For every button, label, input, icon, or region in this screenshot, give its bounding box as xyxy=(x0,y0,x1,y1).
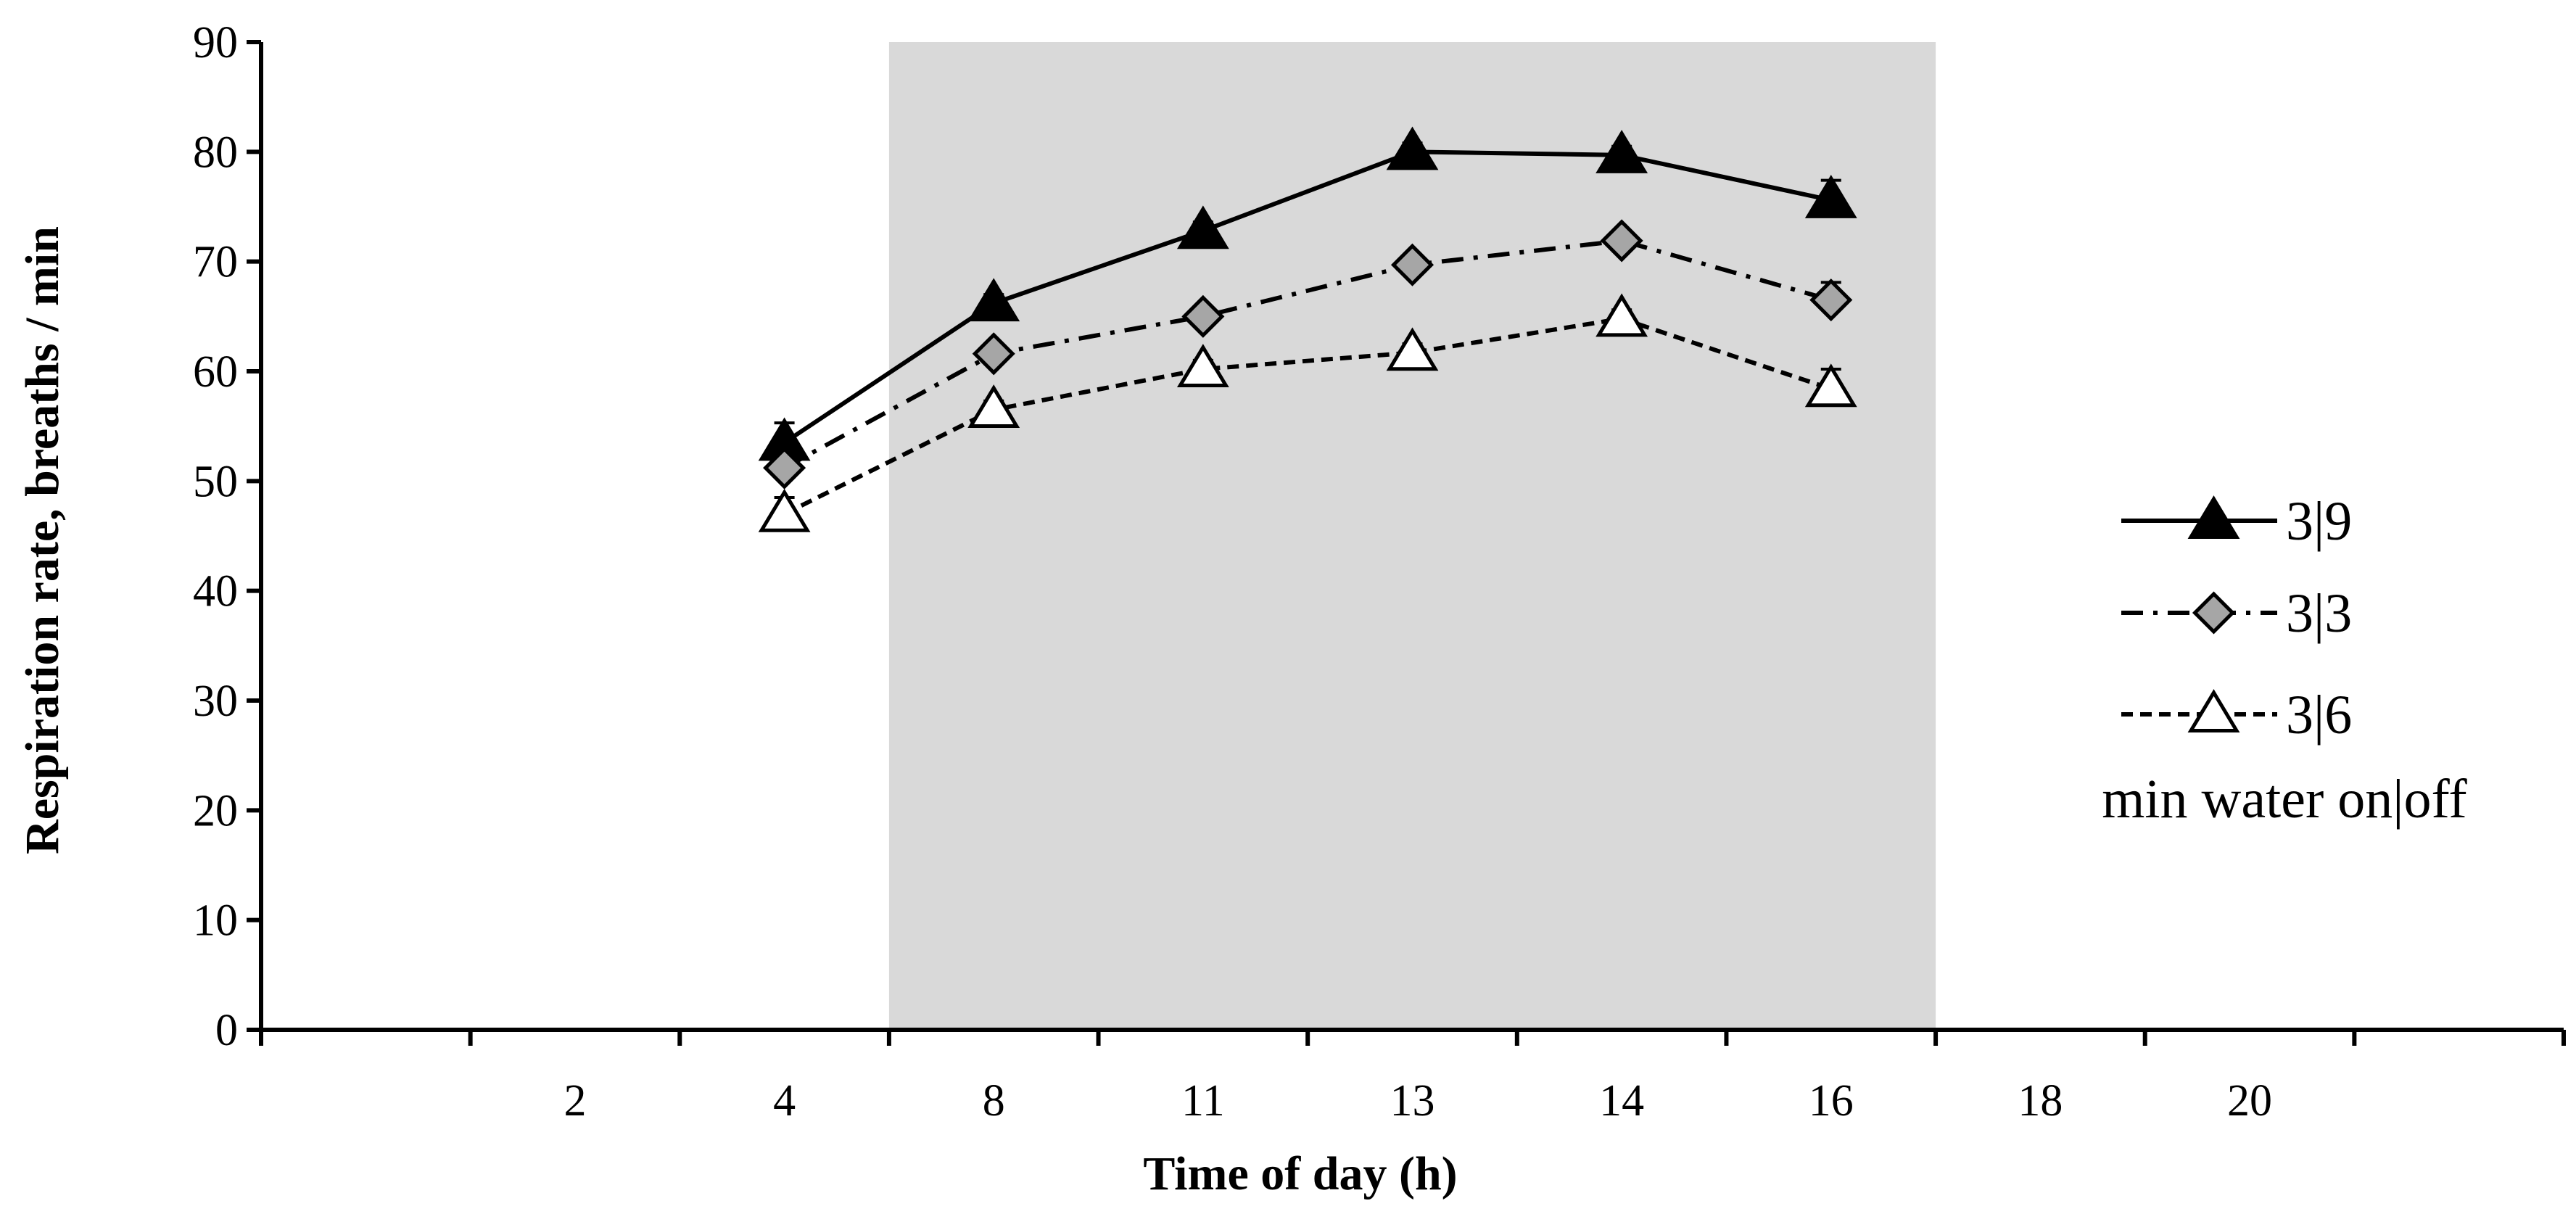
data-point xyxy=(758,488,811,532)
series-line xyxy=(783,316,1832,516)
data-point xyxy=(972,332,1015,376)
y-tick-label: 60 xyxy=(193,347,238,397)
y-tick-label: 90 xyxy=(193,18,238,67)
x-tick-label: 14 xyxy=(1599,1076,1644,1126)
y-tick-label: 80 xyxy=(193,128,238,177)
series-3-3 xyxy=(763,219,1853,490)
y-tick-label: 20 xyxy=(193,786,238,835)
data-point xyxy=(1804,175,1857,218)
series-layer xyxy=(758,126,1857,532)
data-point xyxy=(1386,327,1439,371)
data-point xyxy=(1595,130,1648,173)
data-point xyxy=(1176,205,1229,249)
series-line xyxy=(783,149,1832,445)
data-point xyxy=(1181,294,1225,338)
y-tick-label: 0 xyxy=(215,1006,238,1055)
y-tick-label: 50 xyxy=(193,457,238,506)
y-tick-label: 10 xyxy=(193,896,238,946)
shaded-region xyxy=(888,42,1936,1030)
data-point xyxy=(1600,219,1643,263)
series-3-6 xyxy=(758,293,1857,532)
y-axis: 0 10 20 30 40 50 60 70 80 90 xyxy=(193,18,263,1055)
data-point xyxy=(1390,243,1434,286)
data-point xyxy=(1809,278,1853,322)
x-tick-label: 11 xyxy=(1181,1076,1225,1126)
y-axis-title: Respiration rate, breaths / min xyxy=(16,226,69,854)
x-tick-label: 4 xyxy=(773,1076,796,1126)
y-tick-label: 40 xyxy=(193,567,238,616)
data-point xyxy=(1595,293,1648,337)
x-axis-title: Time of day (h) xyxy=(1143,1147,1457,1200)
x-tick-label: 8 xyxy=(983,1076,1005,1126)
x-axis: 2 4 8 11 13 14 16 18 20 xyxy=(259,1028,2566,1126)
legend-label: 3|6 xyxy=(2286,685,2352,746)
data-point xyxy=(763,446,806,490)
legend-label: 3|3 xyxy=(2286,583,2352,644)
series-3-9 xyxy=(758,126,1857,461)
legend-label: 3|9 xyxy=(2286,491,2352,552)
data-point xyxy=(967,278,1020,322)
x-tick-label: 20 xyxy=(2227,1076,2272,1126)
x-tick-label: 13 xyxy=(1390,1076,1435,1126)
data-point xyxy=(967,384,1020,428)
x-tick-label: 18 xyxy=(2018,1076,2063,1126)
y-tick-label: 30 xyxy=(193,677,238,726)
legend-marker xyxy=(2187,689,2240,732)
x-tick-label: 2 xyxy=(564,1076,586,1126)
data-point xyxy=(1386,126,1439,170)
legend-marker xyxy=(2187,495,2240,539)
legend-subtitle: min water on|off xyxy=(2102,769,2467,830)
legend-marker xyxy=(2192,591,2236,635)
series-line xyxy=(783,238,1832,470)
x-tick-label: 16 xyxy=(1809,1076,1854,1126)
data-point xyxy=(1804,363,1857,408)
y-tick-label: 70 xyxy=(193,238,238,287)
data-point xyxy=(1176,344,1229,387)
legend: 3|9 3|3 3|6 min water on|off xyxy=(2102,491,2467,830)
